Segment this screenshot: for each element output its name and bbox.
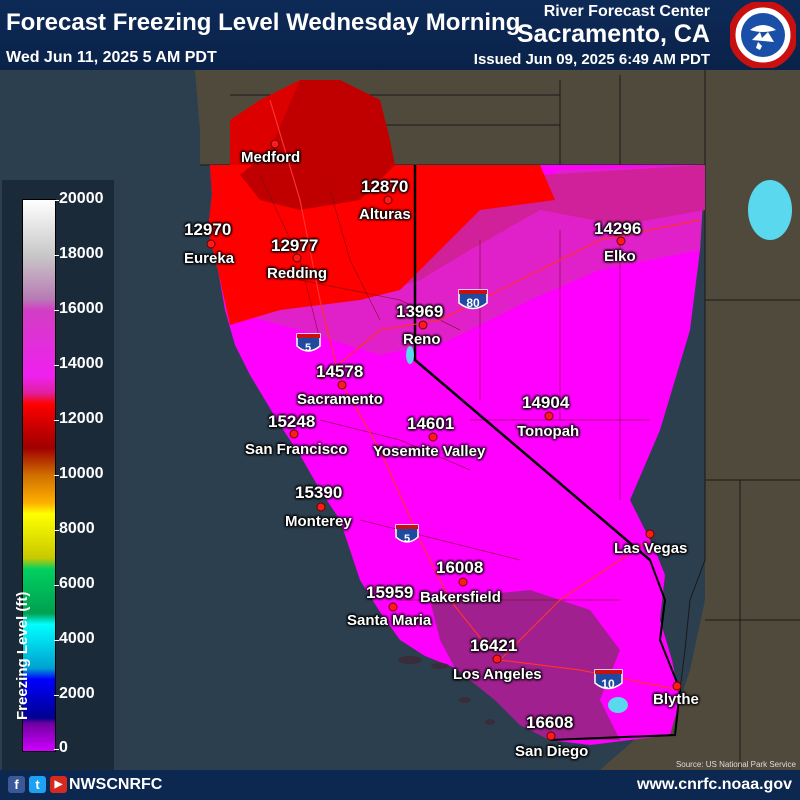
tick-12000: 12000: [59, 410, 104, 427]
nws-logo[interactable]: [728, 0, 798, 70]
label-san-francisco: San Francisco: [245, 441, 348, 458]
value-eureka: 12970: [184, 220, 232, 239]
shield-i5-south: 5: [395, 524, 419, 545]
marker-elko: [616, 236, 626, 246]
map-credit: Source: US National Park Service: [675, 760, 796, 769]
marker-monterey: [316, 502, 326, 512]
interstate-shields: 5 80 5 10: [296, 289, 623, 691]
colorbar-legend: Freezing Level (ft) 20000 18000 16000 14…: [2, 180, 114, 770]
shield-i80: 80: [458, 289, 488, 310]
label-yosemite: Yosemite Valley: [373, 443, 486, 460]
shield-i5-north-label: 5: [305, 342, 311, 354]
value-alturas: 12870: [361, 177, 409, 196]
map-title: Forecast Freezing Level Wednesday Mornin…: [6, 9, 521, 36]
center-name: River Forecast Center: [543, 3, 710, 20]
label-redding: Redding: [267, 265, 327, 282]
salton-sea: [608, 697, 628, 713]
facebook-icon[interactable]: f: [8, 776, 25, 793]
value-santa-maria: 15959: [366, 583, 414, 602]
value-tonopah: 14904: [522, 393, 570, 412]
marker-blythe: [672, 681, 682, 691]
label-alturas: Alturas: [359, 206, 411, 223]
footer-bar: f t ▶ NWSCNRFC www.cnrfc.noaa.gov: [0, 770, 800, 800]
marker-santa-maria: [388, 602, 398, 612]
label-los-angeles: Los Angeles: [453, 666, 542, 683]
label-reno: Reno: [403, 331, 441, 348]
label-sacramento: Sacramento: [297, 391, 383, 408]
tick-6000: 6000: [59, 575, 95, 592]
border-south: [549, 559, 682, 741]
value-redding: 12977: [271, 236, 319, 255]
tick-0: 0: [59, 739, 68, 756]
value-san-francisco: 15248: [268, 412, 316, 431]
tick-10000: 10000: [59, 465, 104, 482]
label-tonopah: Tonopah: [517, 423, 580, 440]
tick-18000: 18000: [59, 245, 104, 262]
marker-los-angeles: [492, 654, 502, 664]
label-las-vegas: Las Vegas: [614, 540, 688, 557]
label-bakersfield: Bakersfield: [420, 589, 501, 606]
value-sacramento: 14578: [316, 362, 364, 381]
label-santa-maria: Santa Maria: [347, 612, 432, 629]
label-san-diego: San Diego: [515, 743, 589, 760]
shield-i10: 10: [594, 669, 623, 691]
valid-time: Wed Jun 11, 2025 5 AM PDT: [6, 49, 217, 66]
marker-bakersfield: [458, 577, 468, 587]
marker-san-francisco: [289, 429, 299, 439]
shield-i5-north: 5: [296, 333, 321, 354]
marker-redding: [292, 253, 302, 263]
value-bakersfield: 16008: [436, 558, 484, 577]
value-yosemite: 14601: [407, 414, 455, 433]
label-monterey: Monterey: [285, 513, 352, 530]
youtube-icon[interactable]: ▶: [50, 776, 67, 793]
value-los-angeles: 16421: [470, 636, 518, 655]
station-markers: [206, 139, 682, 741]
marker-san-diego: [546, 731, 556, 741]
value-san-diego: 16608: [526, 713, 574, 732]
label-medford: Medford: [241, 149, 301, 166]
tick-4000: 4000: [59, 630, 95, 647]
header-bar: Forecast Freezing Level Wednesday Mornin…: [0, 0, 800, 70]
label-elko: Elko: [604, 248, 636, 265]
region-16500: [430, 590, 620, 740]
region-12000: [240, 80, 395, 210]
marker-sacramento: [337, 380, 347, 390]
shield-i80-label: 80: [466, 296, 480, 310]
marker-tonopah: [544, 411, 554, 421]
office-name: Sacramento, CA: [516, 20, 710, 48]
tick-8000: 8000: [59, 520, 95, 537]
tick-2000: 2000: [59, 685, 95, 702]
freezing-level-map: 5 80 5 10 Source: US Nati: [0, 70, 800, 770]
marker-las-vegas: [645, 529, 655, 539]
tick-14000: 14000: [59, 355, 104, 372]
shield-i10-label: 10: [601, 677, 615, 691]
lake-tahoe: [406, 346, 414, 364]
tick-20000: 20000: [59, 190, 104, 207]
tick-16000: 16000: [59, 300, 104, 317]
marker-alturas: [383, 195, 393, 205]
value-monterey: 15390: [295, 483, 343, 502]
marker-medford: [270, 139, 280, 149]
value-reno: 13969: [396, 302, 444, 321]
website-link[interactable]: www.cnrfc.noaa.gov: [637, 776, 792, 793]
state-border: [413, 165, 651, 561]
shield-i5-south-label: 5: [404, 533, 410, 545]
twitter-icon[interactable]: t: [29, 776, 46, 793]
great-salt-lake: [748, 180, 792, 240]
marker-yosemite: [428, 432, 438, 442]
map-svg: 5 80 5 10: [0, 70, 800, 770]
marker-eureka: [206, 239, 216, 249]
nws-logo-icon: [728, 0, 798, 70]
value-elko: 14296: [594, 219, 642, 238]
label-blythe: Blythe: [653, 691, 699, 708]
legend-title: Freezing Level (ft): [14, 591, 31, 720]
marker-reno: [418, 320, 428, 330]
social-handle[interactable]: NWSCNRFC: [69, 776, 163, 793]
issued-time: Issued Jun 09, 2025 6:49 AM PDT: [473, 51, 710, 68]
label-eureka: Eureka: [184, 250, 235, 267]
channel-islands: [398, 656, 495, 725]
